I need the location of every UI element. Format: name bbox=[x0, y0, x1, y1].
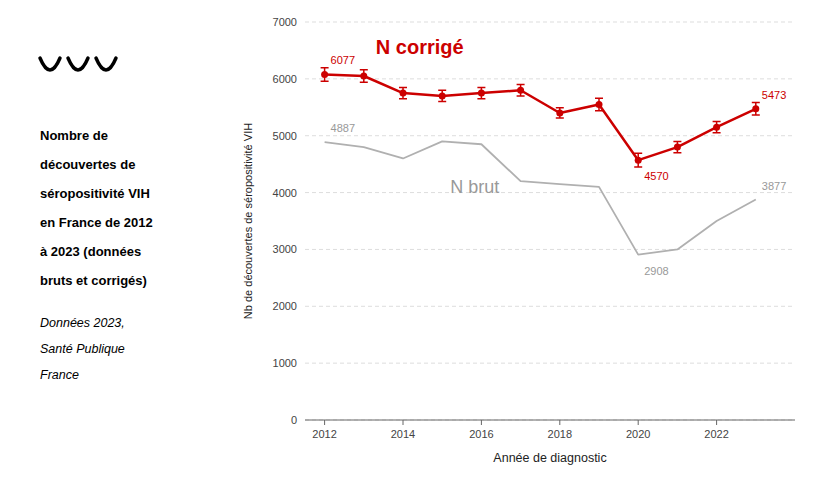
annotation: 2908 bbox=[644, 265, 668, 277]
annotation: 6077 bbox=[331, 54, 355, 66]
subtitle: Données 2023, Santé Publique France bbox=[40, 316, 125, 382]
chart: Nombre de découvertes de séropositivité VI… bbox=[0, 0, 830, 480]
x-tick bbox=[481, 420, 482, 425]
y-tick-label: 4000 bbox=[273, 187, 297, 199]
error-bar bbox=[517, 85, 525, 96]
point bbox=[321, 71, 328, 78]
logo-arc bbox=[40, 58, 60, 70]
error-bar bbox=[713, 122, 721, 133]
point bbox=[752, 105, 759, 112]
y-grid bbox=[305, 22, 795, 420]
point bbox=[478, 90, 485, 97]
x-axis-label: Année de diagnostic bbox=[493, 451, 606, 465]
x-tick-label: 2016 bbox=[469, 428, 493, 440]
grid-line bbox=[305, 306, 795, 307]
point bbox=[674, 144, 681, 151]
x-tick-label: 2012 bbox=[312, 428, 336, 440]
x-tick bbox=[716, 420, 717, 425]
grid-line bbox=[305, 363, 795, 364]
grid-line bbox=[305, 78, 795, 79]
series bbox=[325, 141, 756, 254]
annotation: 5473 bbox=[762, 89, 786, 101]
point bbox=[439, 92, 446, 99]
y-axis-label: Nb de découvertes de séropositivité VIH bbox=[242, 123, 254, 319]
point bbox=[360, 73, 367, 80]
title: Nombre de découvertes de séropositivité VI… bbox=[40, 128, 153, 288]
subtitle-line: France bbox=[40, 368, 79, 382]
y-tick-label: 6000 bbox=[273, 73, 297, 85]
logo bbox=[40, 58, 116, 70]
grid-line bbox=[305, 22, 795, 23]
x-tick-label: 2014 bbox=[391, 428, 415, 440]
y-tick-label: 3000 bbox=[273, 243, 297, 255]
error-bar bbox=[399, 87, 407, 98]
error-bar bbox=[634, 153, 642, 167]
x-tick-label: 2022 bbox=[704, 428, 728, 440]
error-bar bbox=[673, 141, 681, 152]
title-line: à 2023 (données bbox=[40, 244, 141, 259]
annotation: 4887 bbox=[331, 122, 355, 134]
series-line bbox=[325, 74, 756, 160]
x-tick bbox=[638, 420, 639, 425]
error-bar bbox=[360, 70, 368, 83]
point bbox=[517, 87, 524, 94]
point bbox=[713, 124, 720, 131]
series-label: N corrigé bbox=[376, 36, 464, 58]
subtitle-line: Santé Publique bbox=[40, 342, 125, 356]
x-tick-label: 2020 bbox=[626, 428, 650, 440]
point bbox=[556, 109, 563, 116]
series bbox=[321, 68, 760, 167]
error-bar bbox=[595, 98, 603, 111]
title-line: découvertes de bbox=[40, 157, 135, 172]
y-tick-label: 2000 bbox=[273, 300, 297, 312]
grid-line bbox=[305, 135, 795, 136]
error-bar bbox=[477, 87, 485, 98]
y-tick-label: 5000 bbox=[273, 130, 297, 142]
series-label: N brut bbox=[450, 177, 499, 197]
title-line: en France de 2012 bbox=[40, 215, 153, 230]
y-tick-label: 0 bbox=[291, 414, 297, 426]
point bbox=[635, 157, 642, 164]
data-area bbox=[321, 68, 760, 255]
x-tick bbox=[403, 420, 404, 425]
point bbox=[400, 90, 407, 97]
logo-arc bbox=[68, 58, 88, 70]
error-bar bbox=[321, 68, 329, 82]
grid-line bbox=[305, 420, 795, 421]
grid-line bbox=[305, 192, 795, 193]
x-tick bbox=[324, 420, 325, 425]
x-axis-line bbox=[305, 420, 795, 421]
logo-arc bbox=[96, 58, 116, 70]
point bbox=[596, 101, 603, 108]
error-bar bbox=[438, 90, 446, 101]
grid-line bbox=[305, 249, 795, 250]
x-tick bbox=[559, 420, 560, 425]
error-bar bbox=[752, 103, 760, 116]
series-line bbox=[325, 141, 756, 254]
subtitle-line: Données 2023, bbox=[40, 316, 125, 330]
title-line: bruts et corrigés) bbox=[40, 273, 147, 288]
x-tick-label: 2018 bbox=[548, 428, 572, 440]
error-bar bbox=[556, 108, 564, 118]
y-tick-label: 7000 bbox=[273, 16, 297, 28]
title-line: Nombre de bbox=[40, 128, 108, 143]
background bbox=[0, 0, 830, 480]
annotation: 3877 bbox=[762, 180, 786, 192]
annotation: 4570 bbox=[644, 170, 668, 182]
title-line: séropositivité VIH bbox=[40, 186, 150, 201]
y-tick-label: 1000 bbox=[273, 357, 297, 369]
